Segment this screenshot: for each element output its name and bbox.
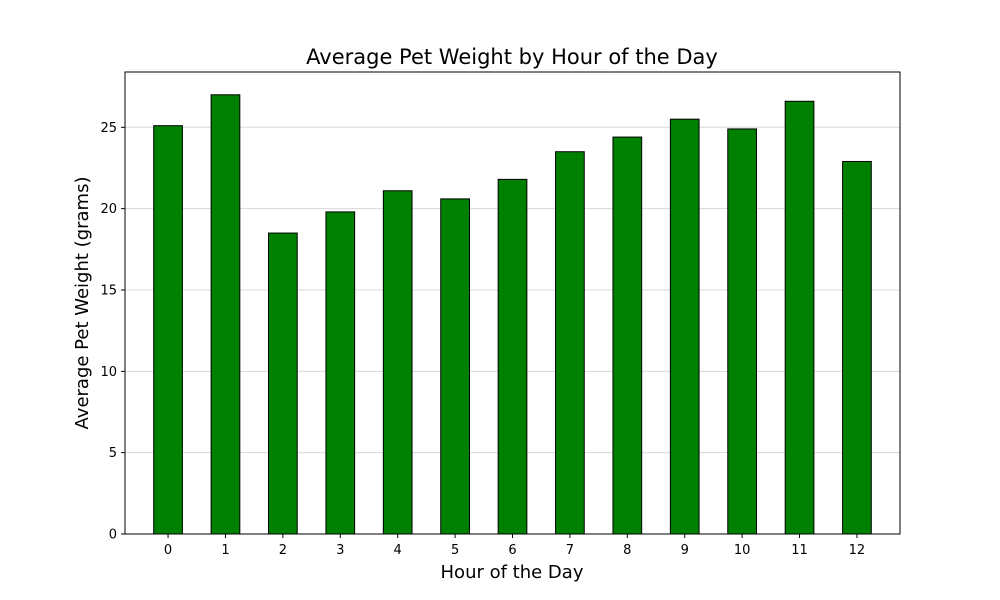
bar-hour-3: [325, 211, 356, 535]
bar-hour-11: [784, 100, 815, 535]
bar-hour-6: [497, 178, 528, 535]
x-tick-label: 3: [336, 543, 344, 558]
bar-hour-10: [727, 128, 757, 535]
x-axis-label: Hour of the Day: [441, 562, 584, 583]
bars: [153, 94, 872, 535]
x-tick-label: 9: [681, 543, 689, 558]
bar-hour-1: [210, 94, 241, 535]
x-tick-label: 1: [221, 543, 229, 558]
bar-hour-4: [382, 190, 413, 535]
y-axis-label: Average Pet Weight (grams): [72, 177, 93, 430]
x-tick-label: 6: [508, 543, 516, 558]
bar-hour-9: [669, 118, 700, 535]
x-tick-label: 8: [623, 543, 631, 558]
x-tick-label: 4: [394, 543, 402, 558]
chart-title: Average Pet Weight by Hour of the Day: [306, 45, 718, 69]
bar-hour-5: [440, 198, 470, 535]
bar-hour-7: [555, 151, 585, 535]
x-tick-label: 5: [451, 543, 459, 558]
y-tick-label: 10: [100, 365, 117, 380]
y-tick-label: 25: [100, 121, 117, 136]
bar-hour-12: [842, 160, 872, 535]
x-tick-label: 11: [791, 543, 808, 558]
x-tick-label: 2: [279, 543, 287, 558]
bar-hour-8: [612, 136, 643, 535]
x-tick-label: 10: [734, 543, 751, 558]
bar-hour-2: [268, 232, 298, 535]
x-tick-label: 12: [849, 543, 866, 558]
x-tick-label: 0: [164, 543, 172, 558]
y-tick-label: 15: [100, 283, 117, 298]
y-tick-label: 0: [109, 528, 117, 543]
y-tick-label: 20: [100, 202, 117, 217]
y-tick-label: 5: [109, 446, 117, 461]
y-axis: 0 5 10 15 20 25: [100, 121, 125, 543]
bar-hour-0: [153, 125, 183, 535]
x-tick-label: 7: [566, 543, 574, 558]
x-axis: 0 1 2 3 4 5 6 7 8 9 10 11 12: [164, 534, 865, 558]
